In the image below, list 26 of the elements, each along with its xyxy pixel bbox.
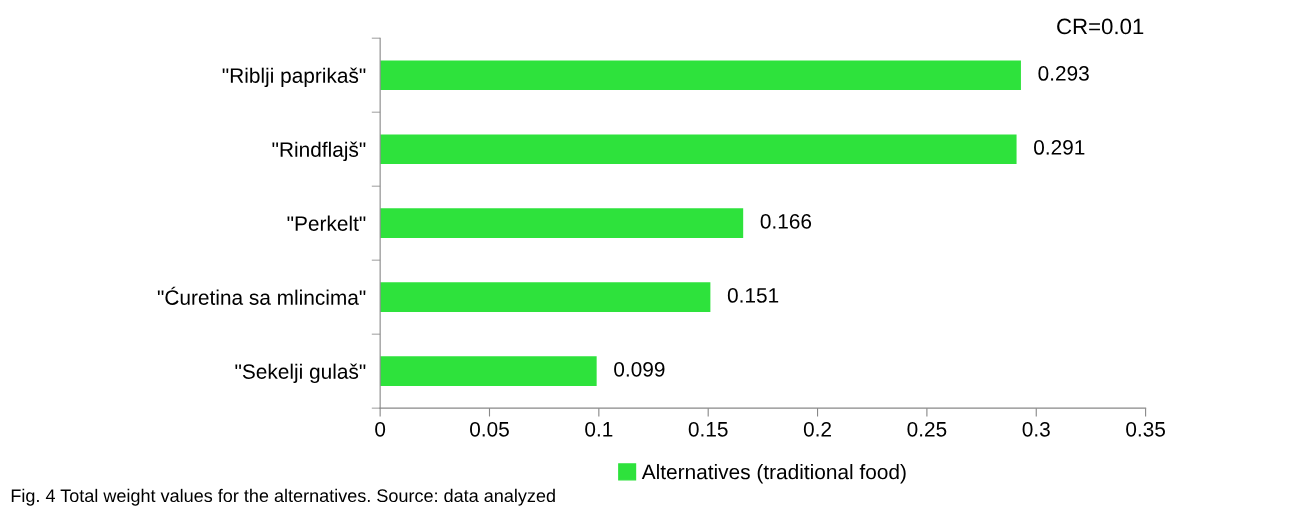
data-label: 0.099 (614, 362, 665, 377)
x-tick-label: 0 (375, 421, 386, 437)
bar (380, 134, 1017, 164)
bar (380, 208, 744, 238)
y-tick-label: "Rindflajš" (272, 141, 366, 162)
data-label: 0.293 (1038, 66, 1089, 81)
bar (380, 60, 1021, 90)
bar (380, 282, 711, 312)
x-tick-label: 0.15 (688, 421, 728, 437)
x-tick-label: 0.2 (803, 421, 831, 437)
y-tick-label: "Ćuretina sa mlincima" (157, 286, 366, 305)
bar (380, 356, 597, 386)
data-label: 0.291 (1034, 140, 1085, 155)
y-tick-label: "Riblji paprikaš" (222, 67, 366, 88)
x-tick-label: 0.25 (907, 421, 947, 437)
x-tick-label: 0.05 (470, 421, 509, 437)
x-tick-label: 0.1 (585, 421, 613, 437)
text: CR=0.01 (1057, 18, 1144, 35)
y-tick-label: "Sekelji gulaš" (235, 363, 366, 384)
caption: Fig. 4 Total weight values for the alternatives. Source: data analyzed (11, 488, 555, 506)
x-tick-label: 0.3 (1022, 421, 1050, 437)
legend-label: Alternatives (traditional food) (641, 464, 906, 484)
data-label: 0.151 (727, 288, 779, 303)
data-label: 0.166 (760, 214, 812, 229)
y-tick-label: "Perkelt" (287, 215, 366, 231)
x-tick-label: 0.35 (1126, 421, 1165, 437)
